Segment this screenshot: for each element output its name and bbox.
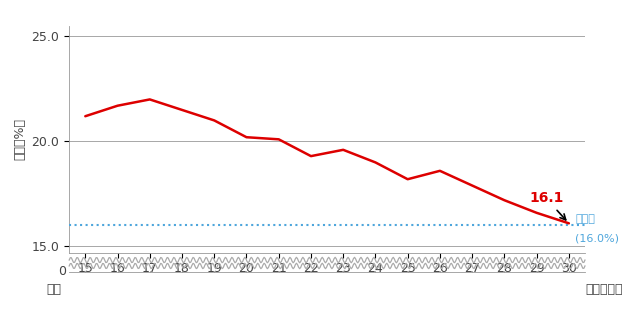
Text: 年次（年）: 年次（年）: [585, 283, 623, 296]
Text: 平成: 平成: [47, 283, 62, 296]
Text: 16.1: 16.1: [529, 191, 565, 220]
Y-axis label: 割合（%）: 割合（%）: [13, 118, 26, 160]
Text: 目標値: 目標値: [576, 214, 595, 224]
Text: (16.0%): (16.0%): [576, 234, 620, 244]
Text: 0: 0: [58, 265, 66, 278]
